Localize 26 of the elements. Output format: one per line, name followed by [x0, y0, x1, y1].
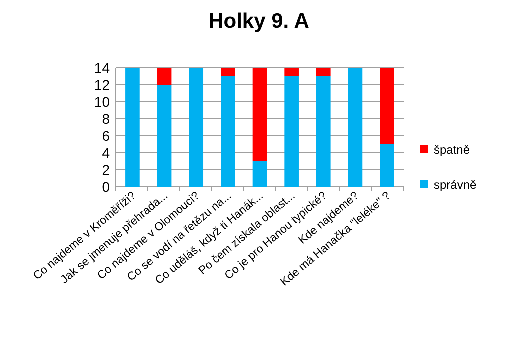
bar: [284, 68, 299, 76]
bar: [380, 144, 394, 187]
bar: [221, 68, 236, 76]
bar: [189, 68, 204, 187]
bar: [316, 76, 331, 187]
y-tick-label: 10: [94, 94, 110, 110]
y-tick-label: 8: [102, 110, 110, 127]
bar: [252, 68, 268, 162]
y-tick-label: 2: [102, 162, 110, 178]
y-tick-label: 0: [102, 178, 110, 195]
legend-label: správně: [434, 178, 478, 192]
bar: [157, 68, 172, 85]
y-tick-label: 4: [102, 144, 110, 161]
y-tick-label: 14: [94, 60, 110, 76]
chart-title: Holky 9. A: [208, 10, 310, 33]
bar: [252, 162, 268, 187]
y-tick-label: 12: [94, 76, 110, 93]
bar: [221, 76, 236, 187]
y-tick-label: 6: [102, 128, 110, 144]
bar: [316, 68, 331, 76]
bar: [348, 68, 363, 187]
bar: [157, 85, 172, 187]
legend-label: špatně: [434, 143, 470, 158]
bar: [126, 68, 140, 187]
bar: [284, 76, 299, 187]
bar: [380, 68, 394, 144]
